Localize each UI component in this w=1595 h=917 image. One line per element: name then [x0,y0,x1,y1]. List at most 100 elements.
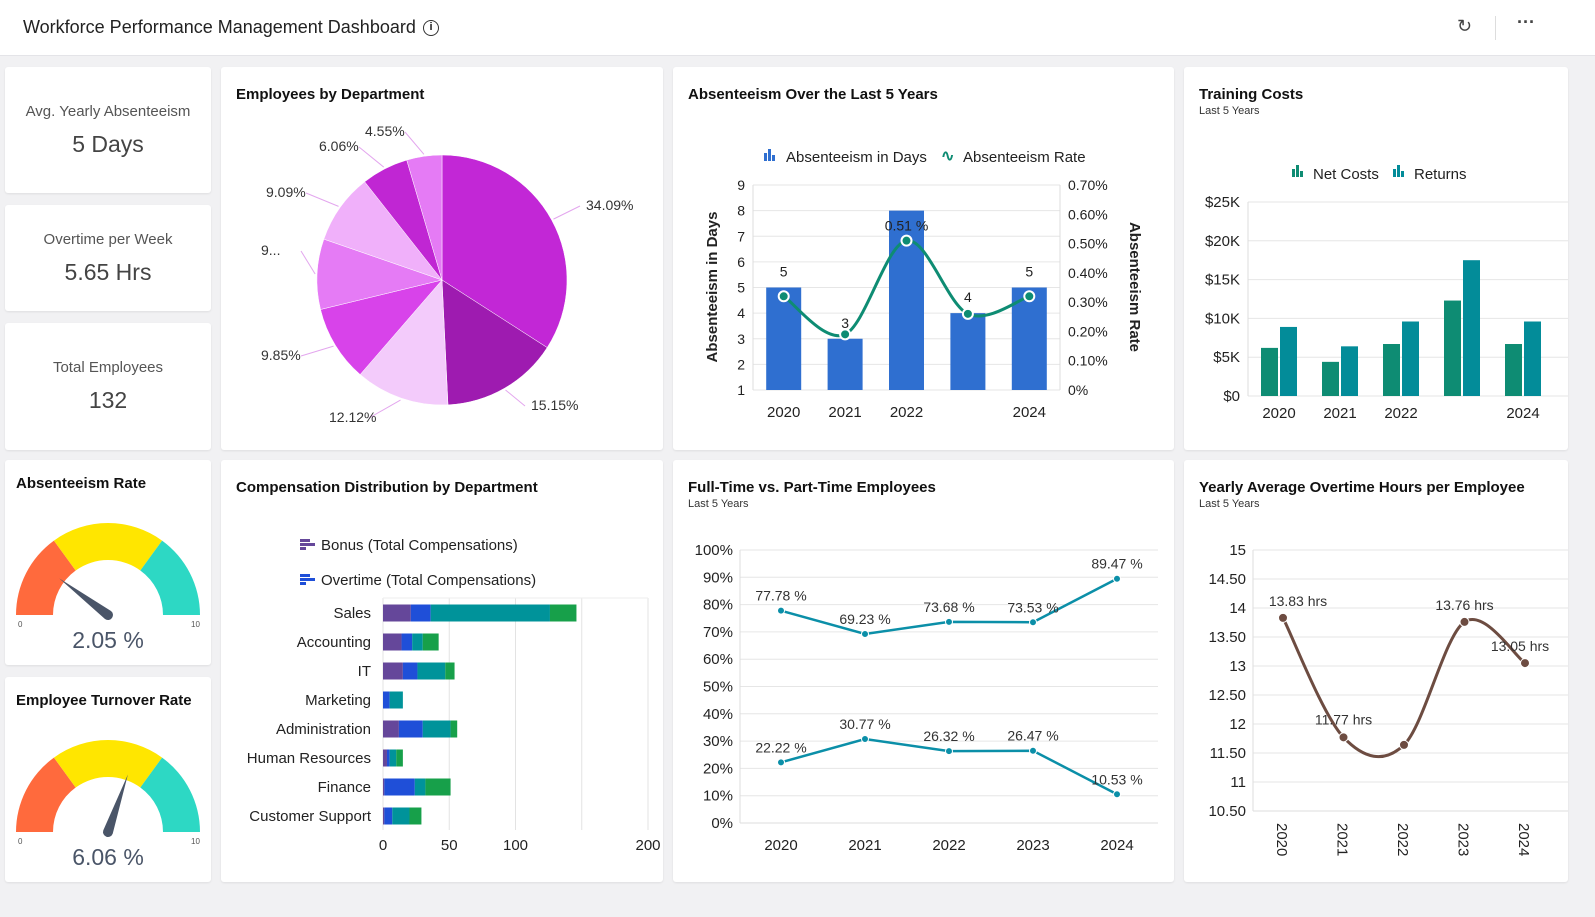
y-tick-label: 20% [703,760,733,777]
y-tick-label: 60% [703,651,733,668]
category-label: Finance [318,779,371,796]
y-tick-label: $15K [1205,272,1240,289]
bar-segment [384,778,415,796]
card-title: Absenteeism Over the Last 5 Years [688,86,938,103]
kpi-value: 5.65 Hrs [64,259,152,285]
bar-segment [422,720,451,738]
pie-data-label: 34.09% [586,197,633,213]
card-subtitle: Last 5 Years [688,498,749,510]
category-label: Administration [276,721,371,738]
refresh-icon[interactable]: ↻ [1457,16,1473,36]
line-data-label: 13.83 hrs [1269,593,1327,609]
x-tick-label: 50 [441,837,458,854]
bar-segment [383,749,387,767]
bar-chart-icon [764,149,775,161]
line-data-label: 73.68 % [923,599,974,615]
x-tick-label: 2020 [1273,823,1290,856]
bar-segment [401,633,413,651]
line-data-label: 26.47 % [1007,728,1058,744]
more-icon[interactable]: ··· [1517,12,1535,32]
y-tick-label: 2 [737,356,745,372]
line-point [777,606,785,615]
category-label: Sales [333,605,371,622]
category-label: IT [358,663,371,680]
line-point [961,307,974,320]
gauge-band [140,540,200,615]
legend-item: Returns [1414,166,1467,183]
y-tick-label: 10.50 [1208,803,1246,820]
y2-tick-label: 0.70% [1068,177,1108,193]
overtime-hours-chart: 10.50 11 11.50 12 12.50 13 13.50 14 14.50 15 2020 2… [1208,542,1568,856]
y-tick-label: 13 [1229,658,1246,675]
kpi-card-absenteeism: Avg. Yearly Absenteeism 5 Days [5,67,211,193]
bar-segment [430,604,550,622]
y-tick-label: 50% [703,679,733,696]
pie-data-label: 9... [261,242,280,258]
line-point [1113,790,1121,799]
y2-tick-label: 0.10% [1068,353,1108,369]
fulltime-parttime-card: Full-Time vs. Part-Time Employees Last 5… [673,460,1174,882]
bar-chart-icon [1393,165,1404,177]
bar-segment [425,778,451,796]
icon-bar [768,149,771,161]
line-point [777,758,785,767]
line-point [1278,612,1288,623]
fulltime-parttime-chart: 0% 10% 20% 30% 40% 50% 60% 70% 80% 90% 100% 2020 202… [695,542,1158,854]
gauge-value: 2.05 % [72,627,144,653]
x-tick-label: 2021 [828,404,861,421]
y-tick-label: 7 [737,228,745,244]
bar-segment [383,778,385,796]
line-data-label: 13.76 hrs [1435,597,1493,613]
legend-item: Bonus (Total Compensations) [321,537,518,554]
bar-segment [422,633,439,651]
x-tick-label: 200 [635,837,660,854]
gauge-value: 6.06 % [72,844,144,870]
kpi-label: Overtime per Week [43,231,173,248]
x-tick-label: 2020 [1262,405,1295,422]
y-tick-label: $10K [1205,310,1240,327]
gauge-min: 0 [18,620,23,629]
bar-segment [383,662,403,680]
legend-item: Overtime (Total Compensations) [321,572,536,589]
pie-data-label: 15.15% [531,397,578,413]
line-point [900,234,913,247]
x-tick-label: 2023 [1455,823,1472,856]
bar [1261,347,1278,396]
pie-slice [441,154,568,348]
kpi-value: 5 Days [72,131,144,157]
icon-bar [764,153,767,161]
line-data-label: 77.78 % [755,588,806,604]
y-tick-label: 30% [703,733,733,750]
y2-tick-label: 0.60% [1068,206,1108,222]
bar-segment [383,807,385,825]
x-tick-label: 2021 [1323,405,1356,422]
bar [1341,346,1358,396]
card-title: Training Costs [1199,86,1304,103]
legend-item: Absenteeism in Days [786,149,927,166]
y-tick-label: 5 [737,280,745,296]
y-tick-label: 70% [703,624,733,641]
y-tick-label: 1 [737,382,745,398]
bar [1524,321,1541,396]
category-label: Accounting [297,634,371,651]
y2-tick-label: 0.30% [1068,294,1108,310]
y-tick-label: 90% [703,569,733,586]
line-data-label: 73.53 % [1007,599,1058,615]
card-subtitle: Last 5 Years [1199,105,1260,117]
gauge-band [16,540,76,615]
icon-bar [1401,171,1404,177]
gauge-max: 10 [191,837,200,846]
icon-bar [1393,169,1396,177]
x-tick-label: 2020 [767,404,800,421]
y2-tick-label: 0.50% [1068,236,1108,252]
line-data-label: 0.51 % [885,218,929,234]
info-icon[interactable]: i [423,20,439,36]
bar-segment [398,720,423,738]
gauge-needle [59,578,113,620]
line-data-label: 10.53 % [1091,771,1142,787]
gauge-card-absenteeism-rate: Absenteeism Rate 0 10 2.05 % [5,460,211,665]
bar [950,313,986,390]
line-data-label: 69.23 % [839,611,890,627]
y2-axis-title: Absenteeism Rate [1126,222,1143,352]
line-point [1029,618,1037,627]
